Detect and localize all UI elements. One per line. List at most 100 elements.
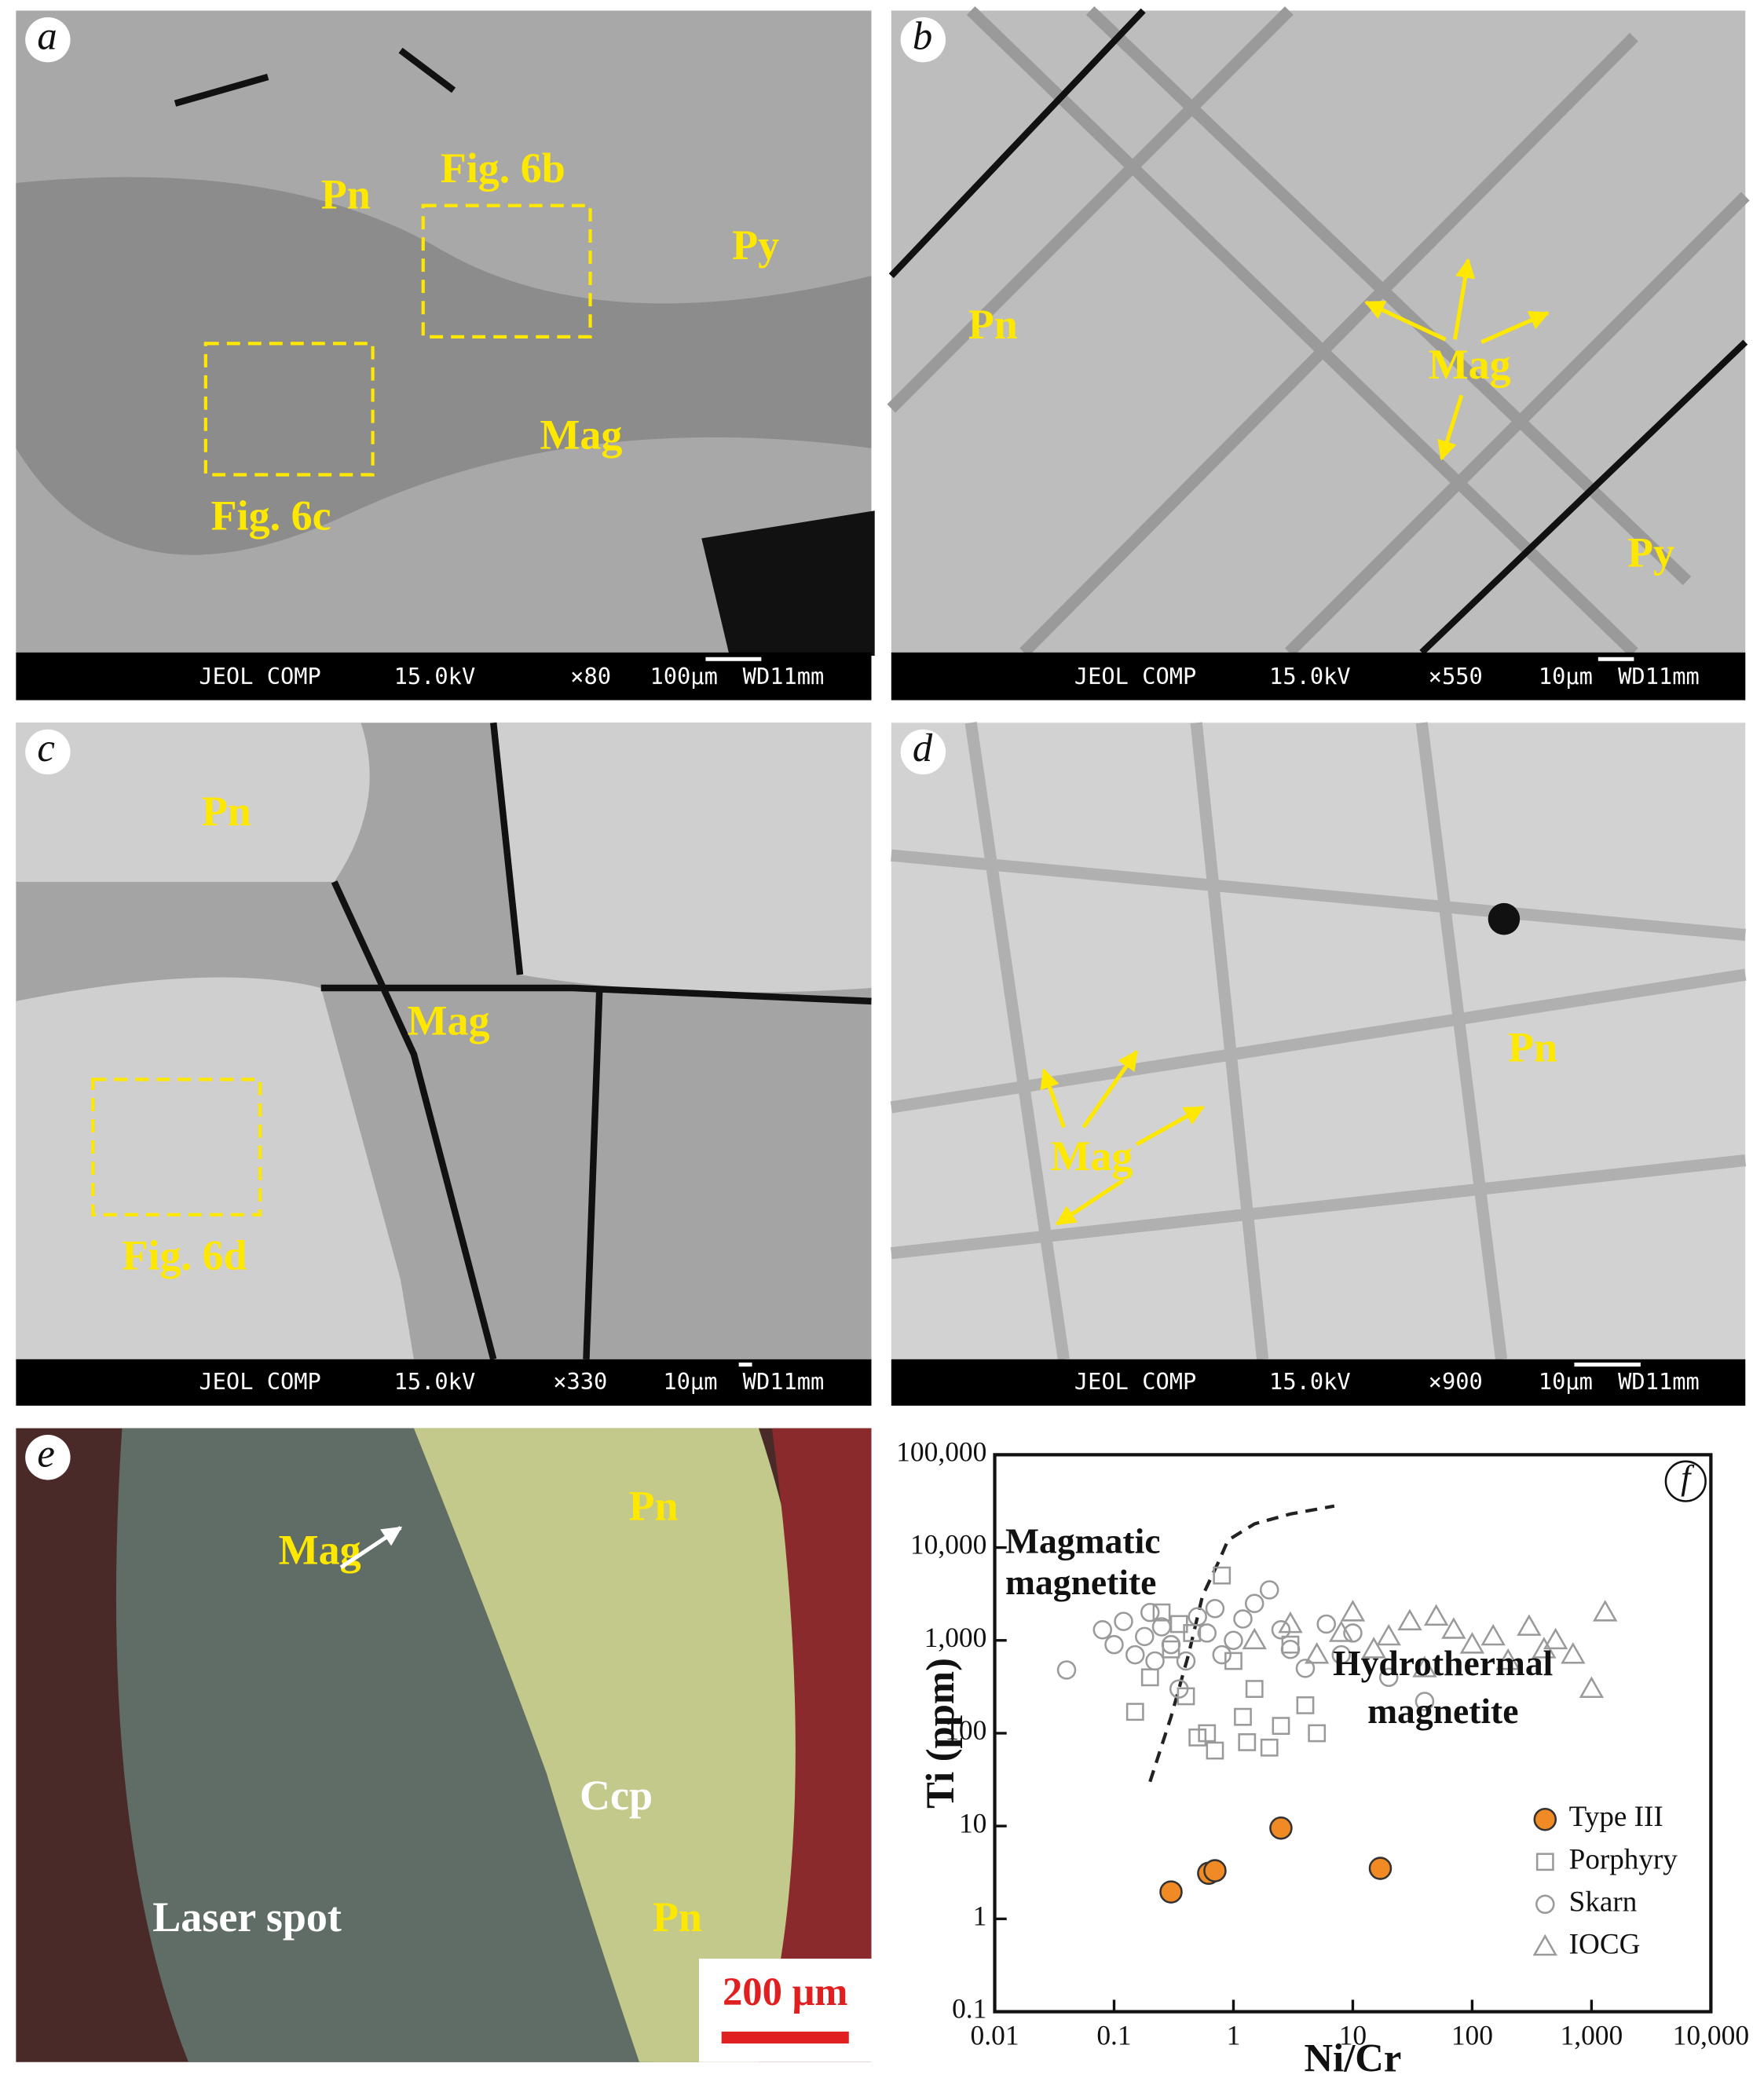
point [1361,1637,1386,1659]
point [1224,1630,1243,1651]
panel-label: c [37,726,54,770]
point [1414,1692,1435,1711]
zone-label: magnetite [1367,1691,1518,1731]
point [1376,1623,1401,1646]
working-distance: WD11mm [743,663,825,690]
point [1329,1620,1354,1642]
point [1517,1614,1542,1636]
point [1459,1632,1485,1654]
point [1343,1623,1363,1643]
point [1281,1635,1300,1654]
zone-label: magnetite [1005,1562,1156,1602]
legend-label: Type III [1569,1801,1663,1833]
point [1135,1626,1155,1647]
panel-d: JEOL COMP 15.0kV ×900 10μm WD11mm d Mag … [890,722,1747,1406]
working-distance: WD11mm [1618,663,1700,690]
figure-ref: Fig. 6d [122,1232,247,1279]
y-axis-label: Ti (ppm) [918,1658,962,1809]
y-tick-label: 1 [973,1901,987,1932]
label-bg [900,16,946,63]
x-tick-label: 1 [1227,2019,1241,2051]
point [1260,1738,1279,1757]
point [1140,1668,1159,1687]
legend-label: Porphyry [1569,1843,1678,1875]
point [1305,1642,1330,1664]
point [1340,1600,1366,1622]
x-tick-label: 10,000 [1673,2019,1750,2051]
mineral-label: Py [1627,529,1674,576]
panel-a: JEOL COMP 15.0kV ×80 100μm WD11mm a Pn F… [16,10,875,701]
x-tick-label: 0.1 [1096,2019,1131,2051]
label-bg [900,729,946,775]
point [1412,1655,1437,1677]
pentlandite-area [16,723,872,1359]
zone-label: Magmatic [1005,1521,1160,1561]
magnification: ×330 [553,1368,607,1395]
panel-c: JEOL COMP 15.0kV ×330 10μm WD11mm c Pn M… [16,722,872,1406]
panel-e: e Pn Mag Ccp Laser spot Pn 200 μm [16,1428,872,2062]
point [1242,1627,1267,1650]
working-distance: WD11mm [1618,1368,1700,1395]
legend-marker [1535,1853,1554,1871]
boundary-line [1148,1504,1335,1783]
point [1269,1816,1293,1840]
point [1188,1728,1207,1747]
voltage: 15.0kV [1269,1368,1351,1395]
point [1308,1724,1327,1743]
point [1114,1612,1133,1631]
legend-marker [1532,1933,1557,1956]
mineral-label: Pn [653,1893,702,1941]
pointer-arrow [339,1526,403,1570]
point [1056,1660,1077,1680]
point [1161,1634,1181,1655]
crack [888,8,1748,655]
point [1331,1644,1351,1665]
sulfide-area [413,1428,814,2062]
mineral-label: Mag [407,997,489,1044]
info: JEOL COMP [1074,663,1196,690]
scale: 10μm [663,1368,717,1395]
point [1259,1580,1279,1600]
info: JEOL COMP [199,1368,320,1395]
x-tick-label: 100 [1451,2019,1493,2051]
point [1378,1667,1399,1688]
point [1183,1624,1202,1642]
zone-label: Hydrothermal [1333,1643,1553,1683]
magnification: ×550 [1429,663,1483,690]
mineral-label: Pn [202,788,251,835]
pointer-arrows [1040,1049,1205,1226]
panel-b: JEOL COMP 15.0kV ×550 10μm WD11mm b Pn M… [887,6,1750,701]
scale: 10μm [1539,663,1593,690]
point [1234,1707,1252,1726]
point [1244,1593,1264,1613]
panel-label: d [913,726,933,770]
panel-label: e [37,1431,54,1475]
point [1206,1741,1224,1760]
point [1543,1627,1568,1650]
laser-spot-label: Laser spot [152,1893,342,1941]
lamella [887,6,1750,657]
point [1423,1604,1449,1626]
y-tick-label: 10,000 [910,1529,987,1560]
point [1162,1640,1180,1659]
working-distance: WD11mm [743,1368,825,1395]
mineral-label: Py [732,221,779,269]
point [1125,1644,1145,1665]
point [1145,1651,1165,1671]
lamella [890,722,1747,1360]
chart-f: 0.01 0.1 1 10 100 1,000 10,0000.11101001,00010… [896,1436,1749,2078]
label-bg [25,16,71,63]
voltage: 15.0kV [394,663,476,690]
point [1245,1680,1264,1698]
mineral-label: Mag [540,411,622,458]
y-tick-label: 0.1 [952,1993,986,2025]
point [1176,1651,1196,1671]
magnification: ×80 [570,663,611,690]
info: JEOL COMP [199,663,320,690]
crack [320,722,872,1360]
point [1480,1623,1506,1646]
pit [1488,902,1521,935]
point [1280,1639,1301,1659]
legend-label: IOCG [1569,1928,1641,1960]
